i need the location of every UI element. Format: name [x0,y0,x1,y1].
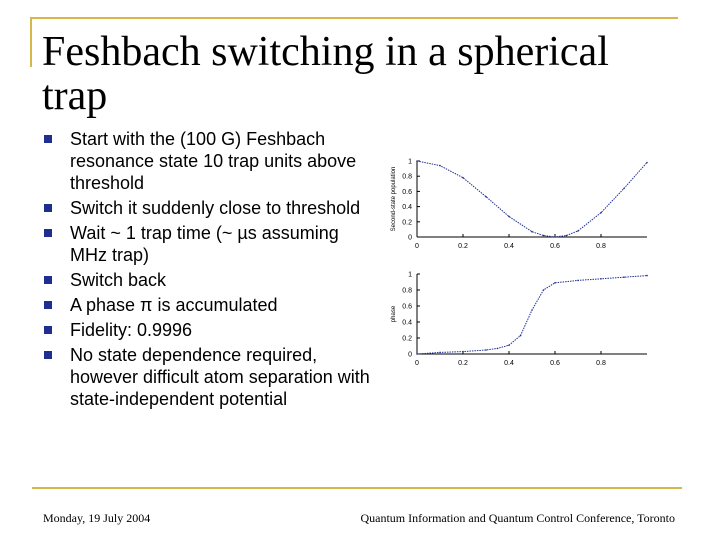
data-point [600,278,602,280]
y-tick-label: 0.8 [402,174,412,181]
data-point [462,176,464,179]
bullet-item: Switch back [44,269,374,291]
bullet-text: Switch back [70,270,167,290]
data-point [531,230,533,233]
footer-date: Monday, 19 July 2004 [43,511,151,525]
series-line [416,275,648,355]
square-bullet-icon [44,301,52,309]
y-tick-label: 0.2 [402,219,412,226]
data-point [462,350,464,353]
bullet-item: Start with the (100 G) Feshbach resonanc… [44,128,374,194]
y-tick-label: 0 [408,235,412,242]
data-point [577,279,579,282]
data-point [623,187,625,190]
x-tick-label: 0 [415,243,419,250]
y-axis-label: phase [391,305,397,322]
x-tick-label: 0.6 [550,360,560,367]
population-plot: 0 0.2 0.4 0.6 0.8 1 0 0.2 0.4 0.6 0.8 Second-state … [391,159,648,250]
square-bullet-icon [44,229,52,237]
data-point [439,351,441,354]
slide-title: Feshbach switching in a spherical trap [42,29,609,119]
data-point [623,276,625,278]
y-tick-label: 0.6 [402,189,412,196]
data-point [542,234,545,237]
square-bullet-icon [44,135,52,143]
bullet-text: Fidelity: 0.9996 [70,320,193,340]
y-tick-label: 1 [408,272,412,279]
data-point [565,234,568,237]
bullet-item: No state dependence required, however di… [44,344,374,410]
square-bullet-icon [44,204,52,212]
data-point [496,347,499,350]
title-top-rule [32,17,678,19]
data-point [577,230,579,232]
square-bullet-icon [44,276,52,284]
data-point [554,236,556,238]
phase-plot: 0 0.2 0.4 0.6 0.8 1 0 0.2 0.4 0.6 0.8 phase [391,272,648,367]
bullet-item: Fidelity: 0.9996 [44,319,374,341]
bullet-list: Start with the (100 G) Feshbach resonanc… [44,128,374,413]
x-tick-label: 0 [415,360,419,367]
bullet-text: No state dependence required, however di… [70,345,370,409]
y-tick-label: 1 [408,159,412,166]
data-point [416,160,418,162]
data-point [485,349,487,351]
bullet-text: Wait ~ 1 trap time (~ µs assuming MHz tr… [70,223,339,265]
y-axis-label: Second-state population [391,167,397,232]
y-tick-label: 0.6 [402,304,412,311]
x-tick-label: 0.8 [596,360,606,367]
y-tick-label: 0 [408,352,412,359]
data-point [531,309,533,311]
bullet-item: Switch it suddenly close to threshold [44,197,374,219]
title-side-rule [30,17,32,67]
data-point [600,211,602,214]
y-tick-label: 0.2 [402,336,412,343]
y-tick-label: 0.8 [402,288,412,295]
bullet-text: Start with the (100 G) Feshbach resonanc… [70,129,357,193]
square-bullet-icon [44,326,52,334]
data-point [508,344,510,346]
square-bullet-icon [44,351,52,359]
data-point [519,334,522,337]
bullet-text: Switch it suddenly close to threshold [70,198,361,218]
data-point [439,164,441,167]
series-line [416,160,648,238]
footer-rule [32,487,682,489]
data-point [542,289,545,291]
y-tick-label: 0.4 [402,320,412,327]
y-tick-label: 0.4 [402,204,412,211]
bullet-item: A phase π is accumulated [44,294,374,316]
bullet-text: A phase π is accumulated [70,295,278,315]
bullet-item: Wait ~ 1 trap time (~ µs assuming MHz tr… [44,222,374,266]
x-tick-label: 0.4 [504,360,514,367]
footer-conference: Quantum Information and Quantum Control … [360,511,675,525]
x-tick-label: 0.6 [550,243,560,250]
x-tick-label: 0.2 [458,243,468,250]
x-tick-label: 0.2 [458,360,468,367]
data-point [416,353,418,355]
data-point [508,215,510,218]
data-point [646,161,648,164]
x-tick-label: 0.4 [504,243,514,250]
data-point [554,282,556,284]
data-point [646,274,648,277]
x-tick-label: 0.8 [596,243,606,250]
data-point [485,195,487,198]
